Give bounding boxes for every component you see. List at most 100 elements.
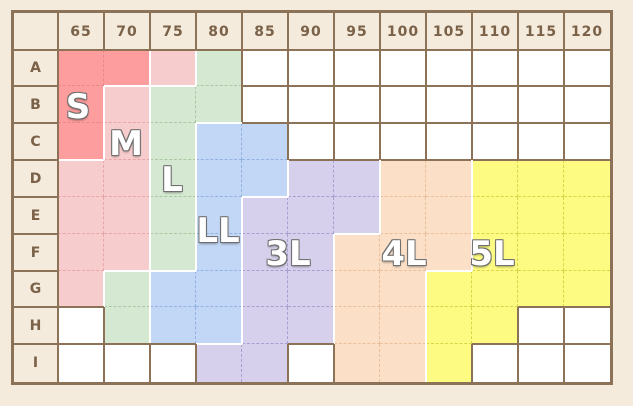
- dashed-divider: [472, 196, 518, 197]
- size-cell-c-70: [104, 123, 150, 160]
- dashed-divider: [288, 306, 334, 307]
- size-cell-a-80: [196, 50, 242, 86]
- column-header-75: 75: [162, 23, 184, 40]
- dashed-divider: [472, 233, 518, 234]
- dashed-divider: [150, 196, 196, 197]
- column-header-110: 110: [478, 23, 512, 40]
- size-cell-a-110: [472, 50, 518, 86]
- column-header-row: [14, 13, 610, 50]
- size-cell-f-80: [196, 234, 242, 271]
- dashed-divider: [195, 86, 196, 123]
- dashed-divider: [242, 343, 288, 344]
- size-boundary: [242, 122, 288, 124]
- size-boundary: [288, 343, 334, 345]
- row-header-G: G: [29, 281, 43, 297]
- size-boundary: [195, 50, 197, 86]
- header-grid-line: [563, 13, 565, 50]
- dashed-divider: [288, 233, 334, 234]
- grid-line: [471, 86, 473, 123]
- size-cell-d-100: [380, 160, 426, 197]
- dashed-divider: [472, 270, 518, 271]
- size-boundary: [287, 160, 289, 197]
- dashed-divider: [104, 233, 150, 234]
- size-cell-h-95: [334, 307, 380, 344]
- size-cell-e-65: [58, 197, 104, 234]
- dashed-divider: [104, 306, 150, 307]
- size-cell-b-95: [334, 86, 380, 123]
- size-boundary: [517, 307, 519, 344]
- size-cell-g-90: [288, 271, 334, 307]
- dashed-divider: [150, 122, 196, 123]
- column-header-120: 120: [570, 23, 604, 40]
- size-boundary: [426, 270, 472, 272]
- dashed-divider: [196, 85, 242, 86]
- dashed-divider: [379, 234, 380, 271]
- dashed-divider: [563, 234, 564, 271]
- size-boundary: [103, 123, 105, 160]
- dashed-divider: [517, 234, 518, 271]
- size-cell-e-90: [288, 197, 334, 234]
- grid-line: [425, 123, 427, 160]
- dashed-divider: [241, 344, 242, 382]
- size-boundary: [471, 197, 473, 234]
- size-cell-f-85: [242, 234, 288, 271]
- grid-line: [288, 122, 334, 124]
- size-cell-i-105: [426, 344, 472, 382]
- size-boundary: [150, 270, 196, 272]
- dashed-divider: [426, 306, 472, 307]
- size-cell-c-80: [196, 123, 242, 160]
- dashed-divider: [472, 306, 518, 307]
- size-cell-c-100: [380, 123, 426, 160]
- size-boundary: [58, 306, 104, 308]
- dashed-divider: [425, 197, 426, 234]
- size-cell-d-110: [472, 160, 518, 197]
- size-cell-b-115: [518, 86, 564, 123]
- size-boundary: [333, 307, 335, 344]
- grid-line: [333, 123, 335, 160]
- dashed-divider: [517, 197, 518, 234]
- size-cell-d-95: [334, 160, 380, 197]
- size-cell-f-105: [426, 234, 472, 271]
- size-cell-f-100: [380, 234, 426, 271]
- size-boundary: [425, 344, 427, 382]
- size-boundary: [471, 234, 473, 271]
- dashed-divider: [287, 307, 288, 344]
- row-header-I: I: [32, 355, 40, 371]
- column-header-115: 115: [524, 23, 558, 40]
- grid-line: [564, 343, 610, 345]
- grid-line: [334, 122, 380, 124]
- size-boundary: [564, 159, 610, 161]
- header-grid-line: [195, 13, 197, 50]
- size-cell-i-120: [564, 344, 610, 382]
- size-cell-e-115: [518, 197, 564, 234]
- size-cell-f-110: [472, 234, 518, 271]
- grid-line: [425, 50, 427, 86]
- dashed-divider: [379, 271, 380, 307]
- size-cell-a-85: [242, 50, 288, 86]
- size-cell-d-75: [150, 160, 196, 197]
- size-cell-a-75: [150, 50, 196, 86]
- dashed-divider: [288, 270, 334, 271]
- size-boundary: [333, 234, 335, 271]
- grid-line: [379, 50, 381, 86]
- dashed-divider: [196, 306, 242, 307]
- size-boundary: [518, 306, 564, 308]
- size-cell-b-90: [288, 86, 334, 123]
- header-grid-line: [379, 13, 381, 50]
- dashed-divider: [103, 234, 104, 271]
- header-grid-line: [14, 343, 58, 345]
- grid-line: [333, 50, 335, 86]
- size-cell-i-100: [380, 344, 426, 382]
- header-grid-line: [333, 13, 335, 50]
- dashed-divider: [287, 271, 288, 307]
- size-cell-i-85: [242, 344, 288, 382]
- grid-line: [472, 122, 518, 124]
- size-cell-b-105: [426, 86, 472, 123]
- grid-line: [471, 123, 473, 160]
- size-cell-g-70: [104, 271, 150, 307]
- size-boundary: [471, 344, 473, 382]
- size-boundary: [241, 197, 243, 234]
- size-chart-grid: 65 70 75 80 85 90 95 100 105 110 115 120 A B C D E F G H I S M…: [11, 10, 613, 385]
- size-cell-a-115: [518, 50, 564, 86]
- size-cell-f-65: [58, 234, 104, 271]
